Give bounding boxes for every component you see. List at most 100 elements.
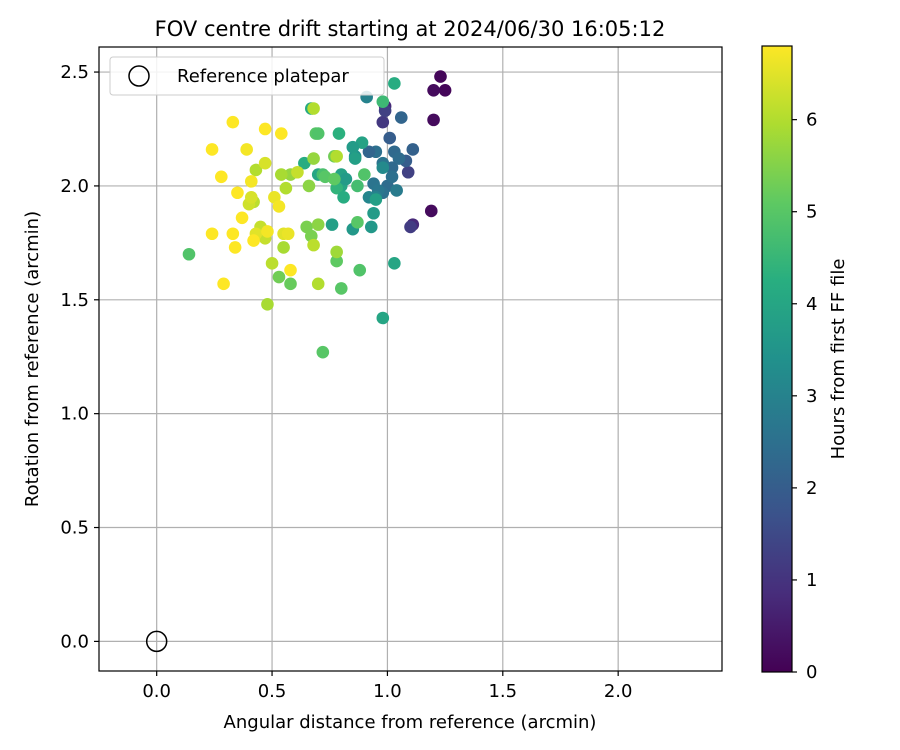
data-point (284, 277, 297, 291)
data-point (228, 241, 242, 254)
y-tick-label: 0.0 (60, 631, 89, 652)
data-point (244, 175, 258, 188)
data-point (346, 140, 360, 154)
data-point (330, 245, 343, 259)
plot-frame (98, 46, 723, 672)
data-point (258, 156, 272, 170)
data-point (438, 83, 452, 97)
data-point (302, 179, 316, 193)
legend-label: Reference platepar (177, 66, 349, 87)
x-tick-label: 0.0 (142, 681, 171, 702)
y-tick-label: 1.5 (60, 290, 89, 311)
data-point (265, 257, 279, 270)
data-point (316, 345, 330, 359)
data-point (307, 102, 320, 115)
data-point (376, 311, 390, 325)
colorbar-tick-label: 5 (806, 202, 817, 223)
data-point (388, 77, 401, 90)
x-axis-label: Angular distance from reference (arcmin) (224, 712, 597, 733)
data-point (272, 200, 286, 213)
data-point (274, 168, 288, 181)
data-point (325, 218, 339, 231)
data-point (311, 127, 325, 140)
data-point (394, 111, 408, 124)
colorbar: 0 1 2 3 4 5 6 Hours from first FF file (761, 45, 849, 683)
data-point (353, 263, 367, 277)
y-tick-label: 0.5 (60, 518, 89, 539)
data-point (392, 152, 406, 165)
colorbar-gradient (761, 45, 793, 673)
x-tick-layer: 0.0 0.5 1.0 1.5 2.0 (142, 671, 632, 702)
data-point (307, 152, 320, 165)
y-tick-label: 2.5 (60, 62, 89, 83)
data-point (328, 172, 341, 186)
data-point (258, 122, 272, 136)
data-point (214, 170, 228, 184)
data-point (376, 95, 390, 108)
y-tick-layer: 0.0 0.5 1.0 1.5 2.0 2.5 (60, 62, 99, 652)
y-tick-label: 2.0 (60, 176, 89, 197)
data-point (226, 227, 240, 241)
reference-platepar-marker (145, 630, 168, 653)
colorbar-label: Hours from first FF file (828, 259, 849, 460)
data-point (249, 163, 263, 177)
data-point (205, 227, 219, 241)
data-point (424, 204, 438, 218)
data-point (281, 227, 295, 241)
data-point (277, 241, 290, 254)
colorbar-tick-label: 4 (806, 294, 817, 315)
data-point (205, 143, 219, 156)
data-point (362, 145, 376, 159)
data-point (231, 186, 244, 200)
data-point (383, 131, 397, 145)
data-point (388, 257, 401, 270)
data-point (376, 115, 390, 129)
data-point (330, 150, 343, 163)
data-point (348, 152, 362, 165)
data-point (339, 172, 353, 186)
colorbar-tick-layer: 0 1 2 3 4 5 6 (792, 110, 817, 683)
data-point (337, 191, 350, 204)
data-point (404, 220, 417, 234)
data-point (226, 115, 240, 129)
data-point (244, 191, 258, 204)
grid (99, 47, 722, 671)
x-tick-label: 0.5 (258, 681, 287, 702)
data-point (427, 113, 440, 127)
data-point (261, 298, 274, 311)
data-point (351, 216, 364, 229)
colorbar-tick-label: 1 (806, 570, 817, 591)
colorbar-tick-label: 0 (806, 662, 817, 683)
x-tick-label: 1.0 (373, 681, 402, 702)
data-point (332, 127, 346, 140)
data-point (330, 254, 343, 268)
data-point (385, 170, 399, 184)
colorbar-tick-label: 2 (806, 478, 817, 499)
data-point (369, 193, 383, 206)
x-tick-label: 2.0 (604, 681, 633, 702)
data-point (240, 143, 253, 156)
data-point (376, 161, 390, 175)
legend-box (109, 56, 385, 96)
data-point (307, 238, 320, 252)
data-point (217, 277, 230, 291)
data-point (272, 270, 286, 284)
y-axis-label: Rotation from reference (arcmin) (22, 211, 43, 507)
colorbar-tick-label: 6 (806, 110, 817, 131)
data-point (291, 165, 304, 179)
points-layer (182, 70, 452, 359)
data-point (182, 247, 196, 261)
data-point (311, 277, 325, 291)
x-tick-label: 1.5 (488, 681, 517, 702)
data-point (367, 206, 380, 220)
data-point (279, 181, 293, 195)
data-point (364, 220, 378, 234)
data-point (406, 143, 420, 156)
data-point (351, 179, 364, 193)
data-point (261, 225, 274, 238)
data-point (235, 211, 249, 225)
colorbar-tick-label: 3 (806, 386, 817, 407)
chart-title: FOV centre drift starting at 2024/06/30 … (155, 17, 666, 41)
data-point (434, 70, 447, 83)
